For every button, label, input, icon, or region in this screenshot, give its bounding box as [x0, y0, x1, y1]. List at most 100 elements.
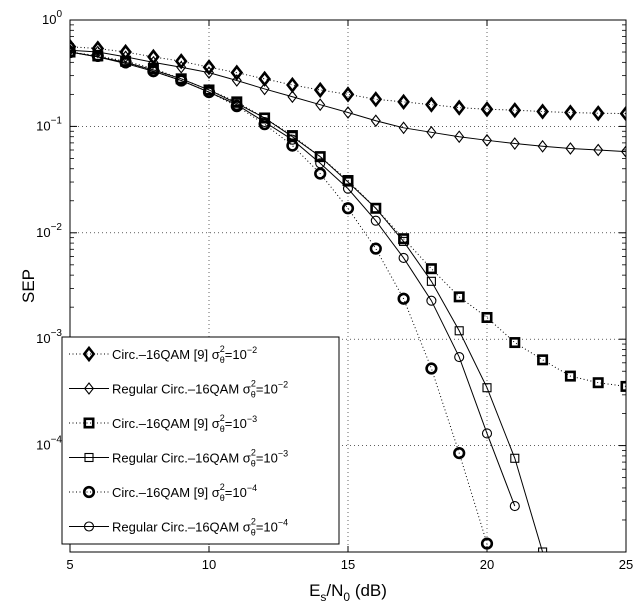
data-point — [482, 133, 492, 147]
data-point — [509, 501, 520, 512]
data-point — [92, 51, 103, 62]
legend-entry: Circ.–16QAM [9] σθ2=10−3 — [69, 413, 257, 434]
data-point — [315, 98, 326, 112]
data-point — [343, 177, 353, 187]
data-point — [398, 121, 409, 135]
series-line — [70, 49, 626, 153]
data-point — [397, 93, 410, 110]
x-tick-label: 10 — [202, 557, 216, 572]
legend-marker — [84, 452, 94, 463]
data-point — [453, 291, 465, 303]
data-point — [287, 90, 298, 104]
data-point — [480, 101, 494, 118]
series-6 — [70, 46, 520, 512]
data-point — [369, 242, 382, 255]
data-point — [537, 354, 549, 366]
series-layer — [70, 38, 626, 552]
data-point — [399, 236, 409, 246]
x-axis-label: Es/N0 (dB) — [309, 581, 387, 604]
data-point — [564, 104, 577, 121]
x-tick-label: 15 — [341, 557, 355, 572]
data-point — [426, 125, 437, 139]
data-point — [619, 105, 626, 122]
y-tick-label: 10−2 — [36, 222, 62, 240]
data-point — [481, 311, 493, 323]
data-point — [425, 263, 437, 275]
data-point — [537, 139, 548, 153]
legend-marker — [82, 345, 96, 363]
data-point — [454, 130, 465, 144]
data-point — [120, 58, 131, 69]
data-point — [454, 351, 465, 363]
data-point — [510, 453, 520, 463]
data-point — [70, 46, 76, 58]
data-point — [426, 295, 437, 306]
data-point — [313, 81, 327, 99]
legend-marker — [84, 382, 94, 395]
data-point — [454, 326, 464, 336]
data-point — [452, 99, 466, 116]
series-line — [70, 51, 626, 387]
data-point — [425, 362, 438, 375]
data-point — [230, 64, 244, 81]
data-point — [315, 158, 326, 169]
legend-marker — [83, 417, 95, 429]
data-point — [508, 102, 522, 119]
data-point — [453, 447, 466, 460]
data-point — [564, 370, 576, 382]
data-point — [593, 143, 604, 157]
data-point — [176, 60, 187, 74]
data-point — [286, 139, 299, 152]
y-axis-label: SEP — [19, 269, 38, 303]
data-point — [369, 91, 383, 108]
data-point — [592, 377, 604, 389]
legend-label: Circ.–16QAM [9] σθ2=10−2 — [112, 344, 257, 365]
y-tick-label: 100 — [42, 9, 62, 27]
legend-label: Circ.–16QAM [9] σθ2=10−4 — [112, 482, 257, 503]
legend-entry: Regular Circ.–16QAM σθ2=10−2 — [69, 379, 288, 400]
data-point — [259, 116, 270, 128]
data-point — [259, 82, 270, 96]
data-point — [204, 66, 214, 80]
data-point — [481, 428, 493, 439]
data-point — [203, 87, 215, 98]
data-point — [482, 383, 492, 393]
data-point — [258, 70, 271, 87]
legend-label: Circ.–16QAM [9] σθ2=10−3 — [112, 413, 257, 434]
data-point — [343, 106, 353, 119]
legend-label: Regular Circ.–16QAM σθ2=10−3 — [112, 448, 288, 469]
x-tick-label: 20 — [480, 557, 494, 572]
data-point — [147, 48, 160, 66]
data-point — [370, 215, 381, 226]
data-point — [341, 202, 355, 215]
data-point — [341, 86, 355, 103]
legend-box — [61, 336, 340, 545]
data-point — [314, 167, 327, 180]
x-tick-label: 5 — [66, 557, 73, 572]
data-point — [509, 337, 521, 349]
data-point — [565, 142, 576, 155]
data-point — [231, 74, 242, 87]
data-point — [538, 547, 548, 552]
data-point — [148, 55, 159, 69]
data-point — [536, 103, 549, 120]
data-point — [425, 96, 438, 113]
y-tick-label: 10−1 — [36, 115, 62, 133]
data-point — [258, 118, 271, 131]
legend-label: Regular Circ.–16QAM σθ2=10−2 — [112, 379, 288, 400]
data-point — [70, 38, 77, 55]
data-point — [202, 59, 216, 76]
data-point — [398, 252, 409, 264]
legend-label: Regular Circ.–16QAM σθ2=10−4 — [112, 517, 288, 538]
data-point — [91, 40, 105, 57]
legend: Circ.–16QAM [9] σθ2=10−2 Regular Circ.–16… — [61, 336, 340, 545]
legend-entry: Circ.–16QAM [9] σθ2=10−4 — [69, 482, 257, 503]
data-point — [176, 75, 187, 86]
data-point — [231, 99, 242, 110]
data-point — [342, 183, 354, 194]
data-point — [591, 105, 605, 122]
x-tick-label: 25 — [619, 557, 633, 572]
series-line — [70, 51, 516, 507]
data-point — [371, 203, 381, 213]
